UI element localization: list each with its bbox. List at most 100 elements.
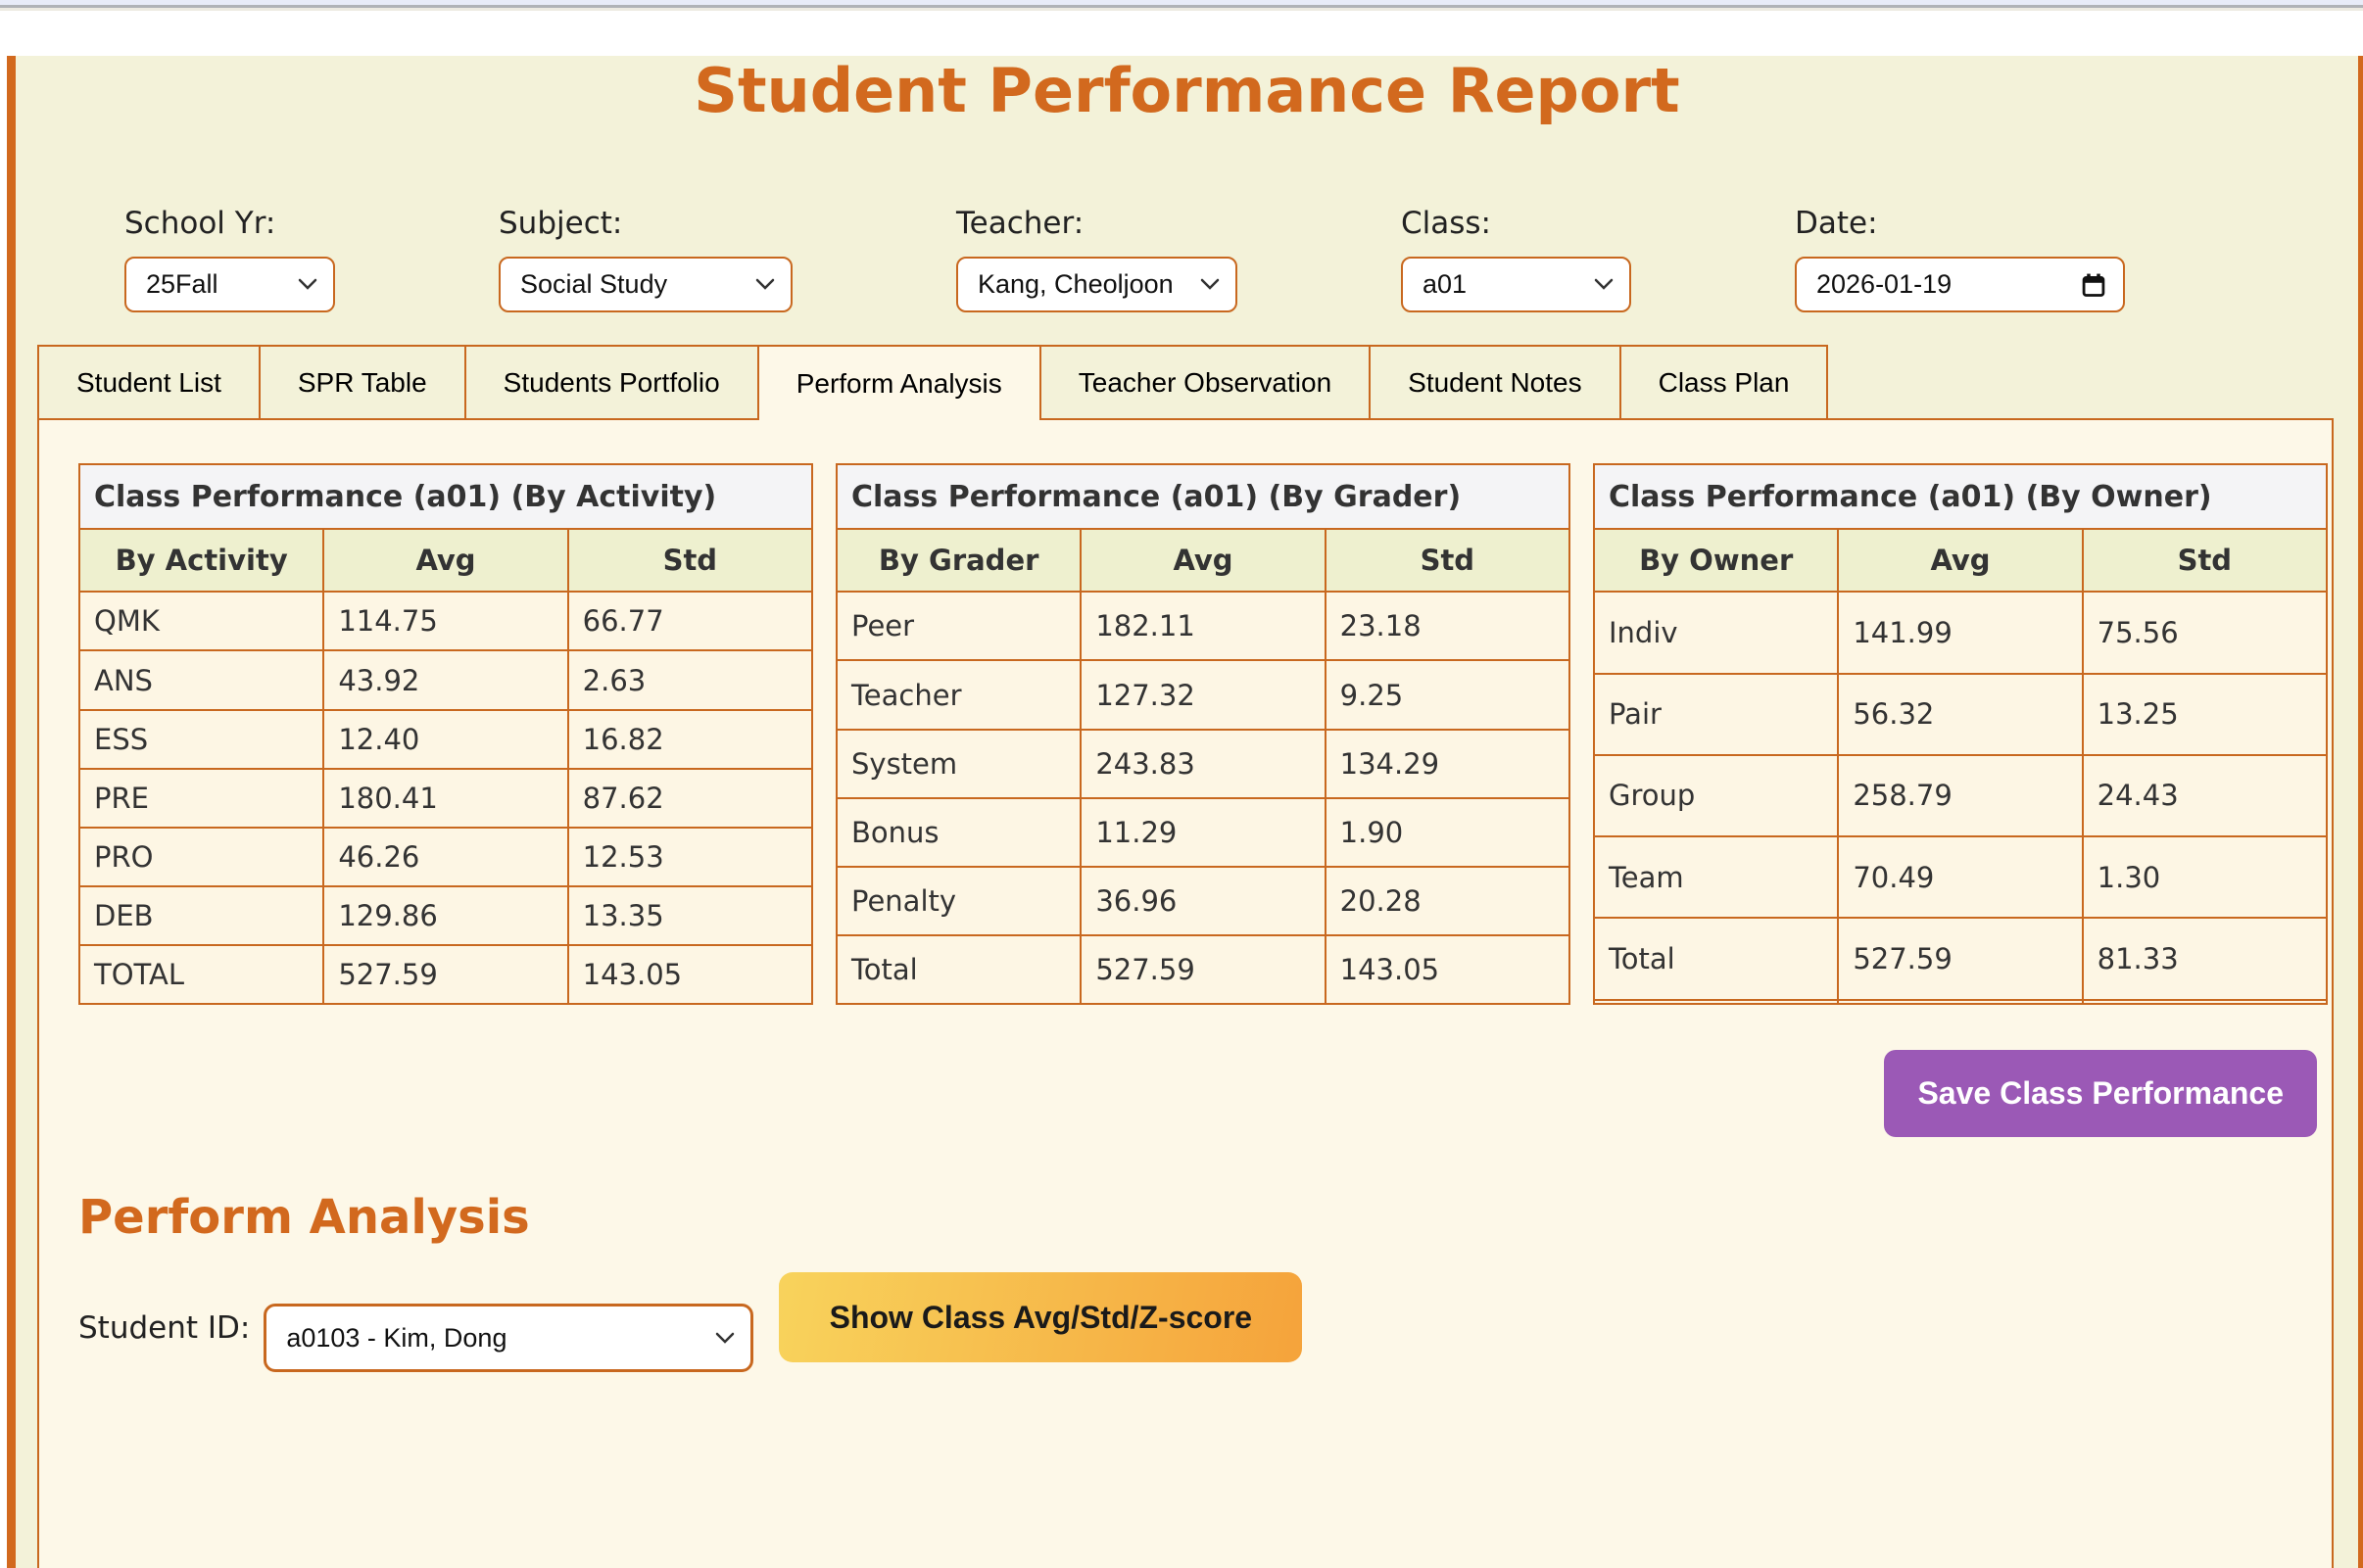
table-cell: 12.53 <box>566 826 814 888</box>
table-cell: 243.83 <box>1080 728 1326 799</box>
class-performance-table: Class Performance (a01) (By Activity) By … <box>77 463 814 1006</box>
table-caption-row: Class Performance (a01) (By Owner) <box>1593 463 2328 531</box>
table-cell: Indiv <box>1592 591 1840 675</box>
tab-student-notes[interactable]: Student Notes <box>1369 345 1621 419</box>
school-year-label: School Yr: <box>124 206 276 242</box>
save-class-performance-button[interactable]: Save Class Performance <box>1884 1050 2317 1138</box>
table-cell: 129.86 <box>322 884 569 947</box>
table-row: Group 258.79 24.43 <box>1592 753 2329 838</box>
subject-label: Subject: <box>499 206 623 242</box>
column-header: Avg <box>322 528 569 594</box>
tab-class-plan[interactable]: Class Plan <box>1618 345 1829 419</box>
filter-class: Class: a01 <box>1401 206 1631 313</box>
filter-date: Date: 2026-01-19 <box>1795 206 2125 313</box>
chevron-down-icon <box>1594 278 1614 291</box>
table-cell: Penalty <box>835 865 1083 937</box>
subject-select[interactable]: Social Study <box>499 257 793 313</box>
tab-student-list[interactable]: Student List <box>37 345 261 419</box>
chevron-down-icon <box>298 278 317 291</box>
table-cell: 75.56 <box>2081 591 2329 675</box>
browser-top-strip <box>0 0 2363 11</box>
tab-spr-table[interactable]: SPR Table <box>258 345 466 419</box>
table-row: Indiv 141.99 75.56 <box>1592 591 2329 675</box>
table-cell: 11.29 <box>1080 796 1326 868</box>
table-cell: 527.59 <box>1837 917 2084 1001</box>
table-cell <box>2081 998 2329 1006</box>
school-year-select[interactable]: 25Fall <box>124 257 335 313</box>
table-cell: Pair <box>1592 672 1840 756</box>
chevron-down-icon <box>715 1332 735 1345</box>
subject-value: Social Study <box>520 269 668 300</box>
calendar-icon[interactable] <box>2080 271 2107 299</box>
column-header: Std <box>566 528 814 594</box>
table-cell: 24.43 <box>2081 753 2329 838</box>
horizontal-scrollbar-track[interactable] <box>0 0 2363 5</box>
tab-teacher-observation[interactable]: Teacher Observation <box>1038 345 1372 419</box>
class-select[interactable]: a01 <box>1401 257 1631 313</box>
table-cell: System <box>835 728 1083 799</box>
column-header: Avg <box>1837 528 2084 594</box>
filter-teacher: Teacher: Kang, Cheoljoon <box>956 206 1237 313</box>
table-cell <box>1837 998 2084 1006</box>
table-cell: 1.90 <box>1324 796 1571 868</box>
table-cell <box>1592 998 1840 1006</box>
table-cell: 182.11 <box>1080 591 1326 662</box>
date-input[interactable]: 2026-01-19 <box>1795 257 2125 313</box>
column-header: Std <box>1324 528 1571 594</box>
class-label: Class: <box>1401 206 1492 242</box>
table-cell: 13.35 <box>566 884 814 947</box>
student-id-row: Student ID: a0103 - Kim, Dong Show Class… <box>78 1272 2332 1373</box>
table-header-row: By Owner Avg Std <box>1592 528 2329 594</box>
table-cell: 16.82 <box>566 708 814 770</box>
table-cell: PRE <box>77 767 325 829</box>
table-cell: Group <box>1592 753 1840 838</box>
table-cell: PRO <box>77 826 325 888</box>
perform-analysis-tab-panel: Class Performance (a01) (By Activity) By … <box>37 418 2334 1568</box>
table-row: System 243.83 134.29 <box>835 728 1571 799</box>
show-class-avg-std-zscore-button[interactable]: Show Class Avg/Std/Z-score <box>779 1272 1303 1363</box>
table-cell: 143.05 <box>1324 934 1571 1006</box>
table-cell: 527.59 <box>1080 934 1326 1006</box>
table-cell: QMK <box>77 591 325 652</box>
column-header: By Grader <box>835 528 1083 594</box>
table-caption-row: Class Performance (a01) (By Grader) <box>836 463 1570 531</box>
table-cell: 127.32 <box>1080 659 1326 731</box>
table-row: Teacher 127.32 9.25 <box>835 659 1571 731</box>
table-cell: 9.25 <box>1324 659 1571 731</box>
date-label: Date: <box>1795 206 1878 242</box>
table-row: Bonus 11.29 1.90 <box>835 796 1571 868</box>
table-cell: 23.18 <box>1324 591 1571 662</box>
page-title: Student Performance Report <box>694 55 1680 126</box>
table-cell: Bonus <box>835 796 1083 868</box>
table-caption: Class Performance (a01) (By Grader) <box>836 463 1570 531</box>
date-value: 2026-01-19 <box>1816 269 1953 300</box>
table-cell: 70.49 <box>1837 835 2084 920</box>
table-cell: 1.30 <box>2081 835 2329 920</box>
table-cell: 180.41 <box>322 767 569 829</box>
student-id-label: Student ID: <box>78 1310 251 1347</box>
table-cell: 20.28 <box>1324 865 1571 937</box>
school-year-value: 25Fall <box>146 269 218 300</box>
filter-subject: Subject: Social Study <box>499 206 793 313</box>
table-cell: Total <box>1592 917 1840 1001</box>
tab-students-portfolio[interactable]: Students Portfolio <box>463 345 759 419</box>
teacher-label: Teacher: <box>956 206 1085 242</box>
teacher-select[interactable]: Kang, Cheoljoon <box>956 257 1237 313</box>
table-row: TOTAL 527.59 143.05 <box>77 944 814 1006</box>
table-row: Team 70.49 1.30 <box>1592 835 2329 920</box>
class-value: a01 <box>1423 269 1468 300</box>
filter-school-year: School Yr: 25Fall <box>124 206 335 313</box>
class-performance-tables: Class Performance (a01) (By Activity) By … <box>77 463 2332 1006</box>
table-row: Peer 182.11 23.18 <box>835 591 1571 662</box>
column-header: Avg <box>1080 528 1326 594</box>
perform-analysis-heading: Perform Analysis <box>78 1190 530 1246</box>
table-cell: 12.40 <box>322 708 569 770</box>
table-row: Pair 56.32 13.25 <box>1592 672 2329 756</box>
table-cell: 46.26 <box>322 826 569 888</box>
table-row: Total 527.59 143.05 <box>835 934 1571 1006</box>
tab-perform-analysis[interactable]: Perform Analysis <box>756 345 1041 421</box>
student-id-select[interactable]: a0103 - Kim, Dong <box>264 1304 754 1373</box>
table-cell: 141.99 <box>1837 591 2084 675</box>
table-header-row: By Activity Avg Std <box>77 528 814 594</box>
table-cell: DEB <box>77 884 325 947</box>
